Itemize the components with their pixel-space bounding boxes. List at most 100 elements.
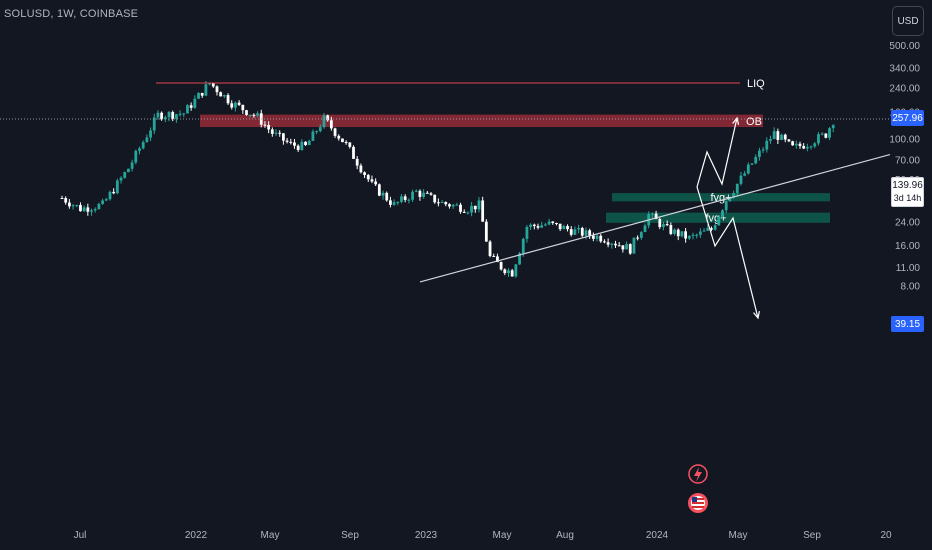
candle-body (433, 194, 437, 203)
candle-body (684, 231, 688, 239)
candle-body (547, 221, 551, 225)
candle-body (396, 201, 400, 203)
candle-body (584, 230, 588, 236)
currency-button[interactable]: USD (892, 6, 924, 36)
candle-body (337, 135, 341, 139)
candle-body (79, 205, 82, 212)
candle-body (115, 180, 119, 194)
candle-body (702, 230, 706, 232)
candle-body (167, 112, 171, 118)
candle-body (274, 132, 278, 134)
candle-body (787, 139, 791, 142)
candle-body (477, 200, 481, 210)
candle-body (636, 237, 640, 239)
candle-body (241, 104, 245, 111)
candle-body (226, 95, 230, 104)
candle-body (200, 92, 204, 96)
candle-body (403, 196, 407, 200)
candle-body (706, 228, 710, 231)
candle-body (510, 270, 514, 277)
candle-body (743, 173, 747, 176)
candle-body (698, 231, 702, 235)
candle-body (813, 143, 817, 147)
candle-body (366, 174, 370, 180)
candle-body (470, 205, 473, 213)
candle-body (97, 203, 101, 210)
x-tick-label: Sep (803, 530, 821, 541)
candle-body (809, 146, 813, 148)
lightning-event-icon[interactable] (688, 464, 708, 484)
event-icons[interactable] (688, 464, 708, 513)
candle-body (326, 115, 330, 121)
candle-body (662, 224, 665, 228)
candle-body (805, 146, 809, 149)
candle-body (296, 145, 300, 151)
candle-body (462, 211, 466, 213)
candle-body (654, 213, 658, 220)
candle-body (392, 202, 396, 205)
candle-body (555, 222, 558, 224)
candle-body (724, 201, 728, 211)
drawings: LIQ (0, 78, 891, 320)
candle-body (138, 148, 141, 151)
candle-body (780, 134, 783, 140)
candle-body (344, 142, 348, 144)
candle-body (758, 150, 761, 157)
candle-body (695, 234, 699, 236)
candle-body (422, 192, 426, 197)
candle-body (204, 84, 208, 96)
candle-body (219, 92, 223, 97)
candle-body (621, 245, 625, 250)
y-tick-label: 11.00 (896, 263, 921, 274)
candle-body (595, 235, 599, 239)
us-flag-event-icon[interactable] (688, 493, 708, 513)
y-tick-label: 340.00 (889, 63, 920, 74)
candle-body (123, 172, 127, 178)
candle-body (215, 86, 219, 93)
candle-body (267, 125, 271, 130)
candle-body (377, 184, 381, 196)
candle-body (411, 191, 414, 200)
candle-body (315, 131, 319, 133)
candle-body (156, 112, 160, 118)
candle-body (543, 224, 547, 226)
candle-body (588, 230, 592, 236)
zone-rect (200, 114, 763, 128)
candle-body (389, 200, 392, 205)
candle-body (783, 134, 787, 140)
candle-body (828, 128, 831, 138)
x-tick-label: 2024 (646, 530, 669, 541)
projection-arrowhead (732, 116, 740, 125)
candle-body (481, 200, 485, 222)
candle-body (651, 213, 654, 215)
candle-body (127, 168, 130, 173)
candle-body (90, 210, 93, 212)
candle-body (318, 127, 322, 132)
candle-body (182, 113, 186, 115)
candle-body (820, 133, 824, 135)
candle-body (558, 223, 562, 230)
candle-body (721, 210, 724, 217)
candle-body (293, 142, 296, 146)
candle-body (289, 141, 293, 143)
y-tick-label: 240.00 (889, 84, 920, 95)
candle-body (802, 146, 806, 149)
candle-body (739, 175, 743, 184)
candle-body (735, 183, 739, 194)
candle-body (171, 112, 175, 119)
candle-body (540, 225, 544, 228)
projection-arrowhead (753, 311, 761, 320)
candle-body (676, 229, 680, 237)
candle-body (252, 114, 256, 116)
candle-body (307, 140, 311, 146)
y-tick-label: 100.00 (889, 135, 920, 146)
candle-body (532, 224, 536, 227)
candle-body (831, 125, 835, 129)
candle-body (211, 83, 215, 87)
candle-body (614, 243, 617, 246)
candle-body (197, 92, 200, 99)
candle-body (414, 190, 418, 192)
candle-body (145, 137, 149, 143)
candle-body (680, 231, 684, 237)
